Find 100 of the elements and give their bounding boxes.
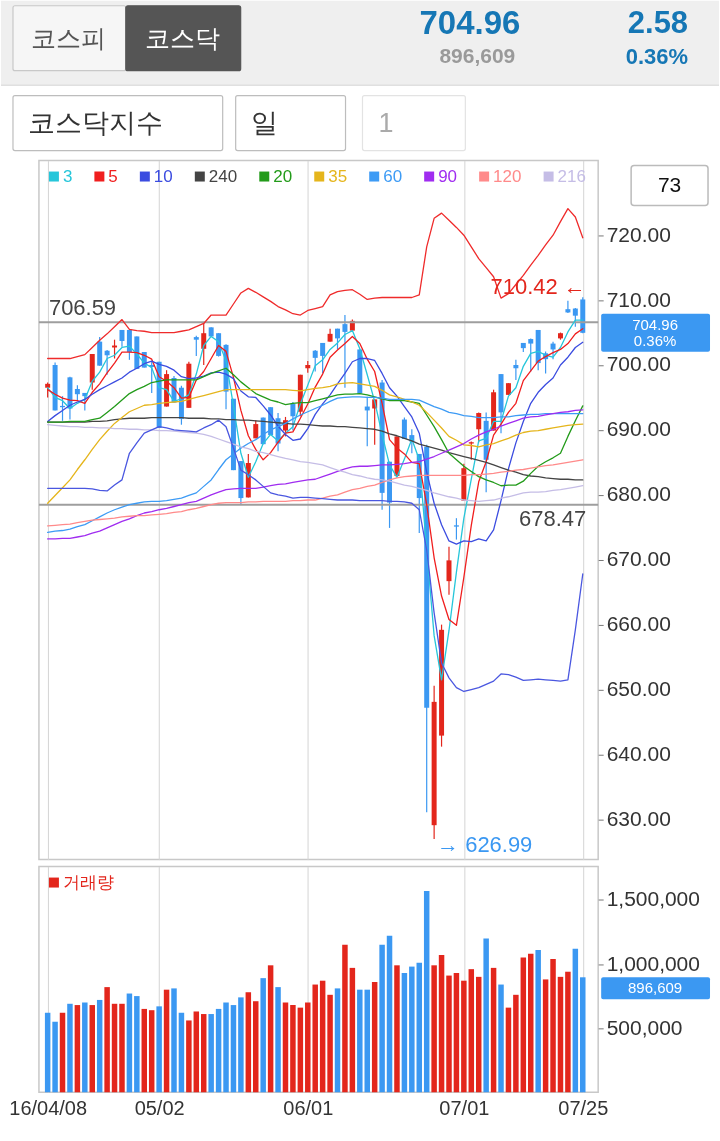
bar [260, 978, 266, 1093]
bar [126, 993, 133, 1093]
text: 704.96 0.36% [632, 315, 678, 349]
bar [238, 997, 244, 1093]
x-tick-label: 05/02 [134, 1096, 185, 1119]
candlestick [342, 314, 348, 389]
bar [490, 967, 497, 1093]
y-tick-label: 680.00 [606, 482, 671, 506]
y-tick-label: 1,500,000 [606, 887, 700, 911]
line-series [47, 381, 584, 504]
bar [163, 989, 170, 1093]
bar [349, 967, 356, 1093]
bar [193, 1011, 200, 1093]
y-tick-label: 660.00 [606, 612, 671, 636]
text: 896,609 [628, 979, 683, 997]
bar [215, 1008, 222, 1093]
text: 0.36% [625, 43, 689, 69]
y-tick-label: 700.00 [606, 352, 671, 376]
bar [453, 973, 460, 1093]
line-series [47, 419, 584, 693]
bar [461, 980, 467, 1093]
line-series [47, 367, 584, 487]
bar [416, 962, 423, 1093]
legend-label: 거래량 [62, 872, 114, 892]
bar [483, 938, 489, 1093]
bar [572, 948, 579, 1093]
y-tick-label: 710.00 [606, 287, 671, 311]
bar [148, 1010, 155, 1093]
bar [431, 965, 437, 1093]
y-tick-label: 650.00 [606, 677, 671, 701]
bar [178, 1012, 185, 1093]
bar [44, 1012, 51, 1093]
line-series [47, 328, 584, 626]
legend-label: 5 [108, 166, 118, 186]
legend-label: 60 [383, 166, 403, 186]
x-tick-label: 07/01 [439, 1096, 490, 1119]
legend-label: 10 [153, 166, 173, 186]
bar [134, 996, 140, 1093]
candlestick [126, 329, 132, 361]
bar [171, 988, 177, 1093]
legend-label: 3 [62, 166, 73, 186]
candlestick [193, 335, 199, 357]
line-series [47, 341, 584, 545]
bar [186, 1020, 192, 1093]
bar [342, 944, 348, 1093]
bar [438, 955, 445, 1093]
bar [394, 965, 400, 1093]
bar [409, 966, 415, 1093]
legend-label: 35 [328, 166, 348, 186]
bar [446, 975, 452, 1093]
bar [200, 1014, 207, 1093]
candlestick [565, 300, 571, 314]
y-tick-label: 500,000 [606, 1015, 683, 1039]
bar [297, 1007, 304, 1093]
bar [111, 1003, 118, 1093]
bar [468, 969, 475, 1093]
bar [89, 1005, 95, 1093]
bar [513, 994, 519, 1093]
bar [371, 981, 378, 1093]
candlestick [320, 342, 326, 375]
bar [379, 944, 385, 1093]
text: 1 [378, 107, 394, 138]
bar [475, 976, 482, 1093]
bar [386, 935, 393, 1093]
annotation: → 626.99 [437, 831, 533, 857]
bar [557, 976, 564, 1093]
text: 704.96 [419, 3, 521, 41]
bar [119, 1003, 125, 1093]
bar [275, 987, 281, 1093]
y-tick-label: 1,000,000 [606, 951, 700, 975]
bar [282, 1002, 289, 1093]
bar [141, 1008, 148, 1093]
bar [542, 979, 549, 1093]
bar [59, 1012, 66, 1093]
y-tick-label: 630.00 [606, 806, 671, 830]
legend-label: 20 [273, 166, 293, 186]
y-tick-label: 670.00 [606, 547, 671, 571]
bar [82, 1002, 88, 1093]
bar [520, 957, 527, 1093]
candlestick [572, 307, 578, 328]
text: 코스피 [31, 23, 107, 52]
text: 73 [657, 172, 682, 196]
bar [535, 949, 541, 1093]
bar [104, 987, 110, 1093]
bar [96, 999, 103, 1093]
candlestick [453, 517, 459, 541]
text: 896,609 [439, 43, 516, 67]
candlestick [476, 411, 482, 443]
candlestick [513, 359, 519, 381]
x-tick-label: 06/01 [283, 1096, 334, 1119]
bar [223, 1002, 229, 1093]
x-tick-label: 16/04/08 [9, 1096, 88, 1119]
candlestick [201, 322, 207, 366]
bar [267, 965, 274, 1093]
bar [580, 977, 586, 1093]
y-tick-label: 640.00 [606, 741, 671, 765]
y-tick-label: 720.00 [606, 222, 671, 246]
bar [498, 984, 504, 1093]
bar [245, 992, 252, 1093]
bar [290, 1005, 296, 1093]
